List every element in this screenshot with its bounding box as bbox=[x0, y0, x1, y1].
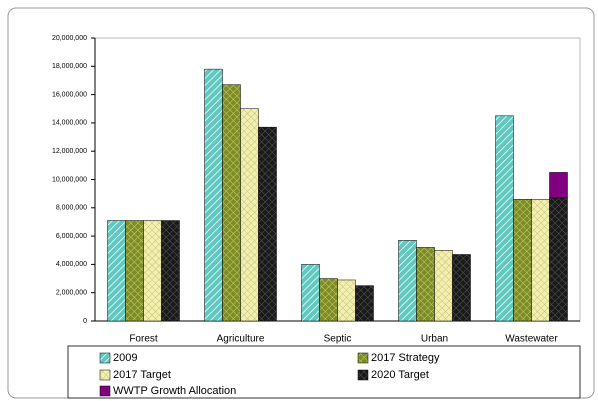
legend-swatch bbox=[357, 352, 369, 364]
x-tick-label: Agriculture bbox=[217, 334, 265, 345]
y-tick-label: 16,000,000 bbox=[52, 91, 87, 98]
legend-label: WWTP Growth Allocation bbox=[113, 385, 236, 397]
x-tick-label: Septic bbox=[324, 334, 352, 345]
y-tick-label: 20,000,000 bbox=[52, 35, 87, 42]
x-tick-label: Forest bbox=[129, 334, 158, 345]
y-tick-label: 10,000,000 bbox=[52, 176, 87, 183]
y-tick-label: 18,000,000 bbox=[52, 63, 87, 70]
bar bbox=[337, 279, 356, 322]
bar bbox=[301, 264, 320, 322]
bar bbox=[434, 250, 453, 322]
legend-label: 2020 Target bbox=[371, 369, 429, 381]
legend-swatch bbox=[99, 385, 111, 397]
y-tick-label: 6,000,000 bbox=[56, 233, 87, 240]
x-tick-label: Wastewater bbox=[505, 334, 558, 345]
y-tick-label: 4,000,000 bbox=[56, 261, 87, 268]
legend-label: 2017 Strategy bbox=[371, 352, 440, 364]
bar bbox=[495, 115, 514, 322]
legend-label: 2017 Target bbox=[113, 369, 171, 381]
y-tick-label: 0 bbox=[83, 318, 87, 325]
bar bbox=[319, 278, 338, 322]
bar bbox=[222, 84, 241, 322]
y-tick-label: 2,000,000 bbox=[56, 290, 87, 297]
legend-label: 2009 bbox=[113, 352, 137, 364]
bar bbox=[204, 68, 223, 322]
bar bbox=[531, 199, 550, 322]
legend-box bbox=[67, 345, 581, 399]
y-tick-label: 8,000,000 bbox=[56, 205, 87, 212]
legend-swatch bbox=[357, 369, 369, 381]
bar bbox=[452, 254, 471, 322]
bar bbox=[107, 220, 126, 322]
x-tick-label: Urban bbox=[421, 334, 448, 345]
bar bbox=[549, 172, 568, 199]
legend-swatch bbox=[99, 352, 111, 364]
bar bbox=[355, 285, 374, 322]
bar bbox=[240, 108, 259, 322]
bar bbox=[416, 247, 435, 322]
bar bbox=[161, 220, 180, 322]
y-tick-label: 12,000,000 bbox=[52, 148, 87, 155]
bar bbox=[549, 197, 568, 322]
bar bbox=[143, 220, 162, 322]
bar bbox=[125, 220, 144, 322]
bar bbox=[398, 240, 417, 322]
bar bbox=[258, 126, 277, 322]
bar bbox=[513, 199, 532, 322]
legend-swatch bbox=[99, 369, 111, 381]
y-tick-label: 14,000,000 bbox=[52, 120, 87, 127]
